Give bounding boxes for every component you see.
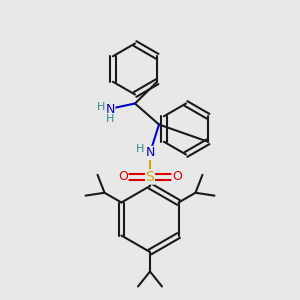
Text: S: S (146, 170, 154, 184)
Text: N: N (105, 103, 115, 116)
Text: H: H (136, 144, 145, 154)
Text: H: H (106, 113, 114, 124)
Text: O: O (172, 170, 182, 184)
Text: O: O (118, 170, 128, 184)
Text: H: H (97, 102, 105, 112)
Text: N: N (145, 146, 155, 160)
